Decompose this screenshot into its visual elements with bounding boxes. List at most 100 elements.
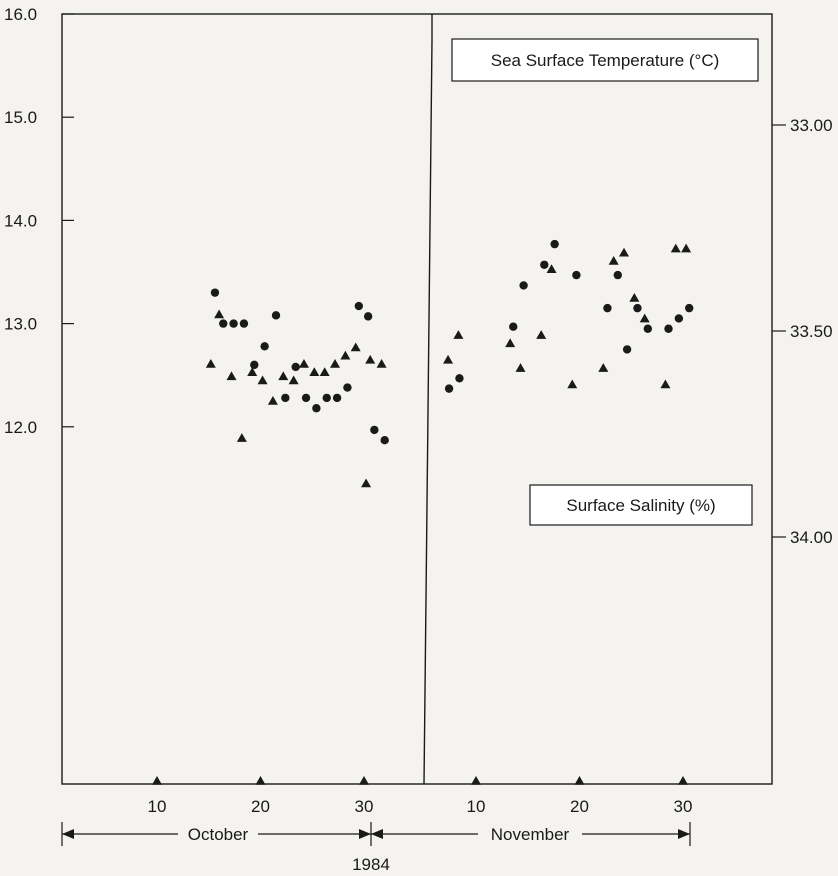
salinity-point [319, 367, 330, 376]
salinity-point [205, 358, 216, 368]
salinity-point [443, 354, 454, 364]
salinity-point [505, 338, 516, 348]
temperature-point [210, 288, 220, 297]
temperature-point [519, 281, 528, 290]
salinity-point [365, 354, 376, 364]
left-tick-label: 12.0 [4, 418, 37, 437]
left-tick-label: 13.0 [4, 315, 37, 334]
salinity-point [298, 358, 309, 368]
temperature-point [281, 393, 290, 403]
legend-salinity-text: Surface Salinity (%) [566, 496, 715, 515]
november-arrow-left-head [371, 829, 383, 839]
right-tick-label: 33.50 [790, 322, 833, 341]
temperature-point [509, 322, 518, 331]
baseline-markers [152, 776, 688, 785]
temperature-point [343, 383, 352, 392]
temperature-point [370, 425, 379, 435]
left-tick-label: 16.0 [4, 5, 37, 24]
legend-temperature-text: Sea Surface Temperature (°C) [491, 51, 720, 70]
temperature-point [291, 362, 300, 372]
salinity-point [214, 309, 225, 319]
temperature-point [572, 270, 581, 280]
salinity-point [278, 371, 289, 381]
temperature-point [322, 393, 331, 403]
temperature-point [540, 260, 549, 269]
temperature-point [685, 303, 694, 313]
month-divider-line-lower [423, 39, 433, 785]
temperature-point [455, 374, 464, 383]
temperature-point [354, 301, 364, 311]
temperature-point [643, 324, 653, 333]
temperature-point [332, 393, 342, 403]
salinity-point [257, 375, 268, 385]
temperature-point [260, 342, 269, 351]
legend-salinity-box [529, 484, 753, 526]
temperature-point [603, 303, 612, 313]
left-tick-label: 14.0 [4, 211, 37, 230]
salinity-point [619, 247, 630, 257]
salinity-point [350, 342, 361, 352]
salinity-point [660, 379, 671, 389]
october-label: October [188, 825, 249, 844]
temperature-point [312, 404, 321, 413]
salinity-point [598, 363, 609, 372]
salinity-point [629, 293, 640, 302]
temperature-point [444, 384, 454, 393]
salinity-point [247, 367, 258, 376]
x-tick-label: 10 [148, 797, 167, 816]
october-arrow-right-head [359, 829, 371, 839]
right-axis: 34.00 33.50 33.00 [772, 116, 833, 547]
salinity-point [288, 375, 299, 385]
salinity-point [536, 330, 547, 339]
baseline-marker [255, 776, 266, 785]
left-tick-label: 15.0 [4, 108, 37, 127]
salinity-point [376, 358, 387, 368]
salinity-point [639, 313, 650, 323]
temperature-point [363, 312, 373, 321]
november-label: November [491, 825, 570, 844]
temperature-point [622, 345, 632, 354]
temperature-series [210, 239, 694, 445]
legend-temperature-box [451, 38, 759, 82]
baseline-marker [471, 776, 481, 785]
october-arrow-left-head [62, 829, 74, 839]
x-tick-label: 20 [570, 797, 589, 816]
salinity-point [670, 243, 681, 253]
november-arrow-right-head [678, 829, 690, 839]
temperature-point [239, 319, 249, 328]
right-tick-label: 33.00 [790, 116, 833, 135]
salinity-point [309, 367, 320, 376]
temperature-point [229, 319, 238, 328]
baseline-marker [359, 776, 369, 785]
salinity-point [340, 350, 351, 360]
salinity-point [267, 396, 278, 405]
temperature-point [219, 319, 228, 328]
salinity-point [567, 379, 578, 389]
x-tick-label: 30 [674, 797, 693, 816]
salinity-point [546, 264, 557, 273]
temperature-point [613, 270, 622, 280]
baseline-marker [574, 776, 585, 785]
legend-salinity: Surface Salinity (%) [529, 484, 753, 526]
month-ranges: October November 1984 [61, 822, 691, 874]
temperature-point [271, 311, 281, 320]
salinity-point [515, 363, 526, 372]
temperature-point [380, 436, 389, 445]
x-tick-label: 20 [251, 797, 270, 816]
x-tick-label: 10 [467, 797, 486, 816]
x-tick-label: 30 [355, 797, 374, 816]
legend-temperature: Sea Surface Temperature (°C) [451, 38, 759, 82]
salinity-series [205, 243, 692, 488]
plot-frame [61, 13, 773, 785]
temperature-point [674, 314, 684, 323]
salinity-point [453, 330, 464, 339]
temperature-point [633, 303, 642, 313]
temperature-point [664, 324, 673, 333]
salinity-point [681, 243, 692, 253]
x-axis: 10 20 30 10 20 30 [148, 797, 693, 816]
temperature-point [550, 239, 559, 249]
salinity-point [361, 478, 372, 488]
salinity-point [330, 358, 341, 368]
